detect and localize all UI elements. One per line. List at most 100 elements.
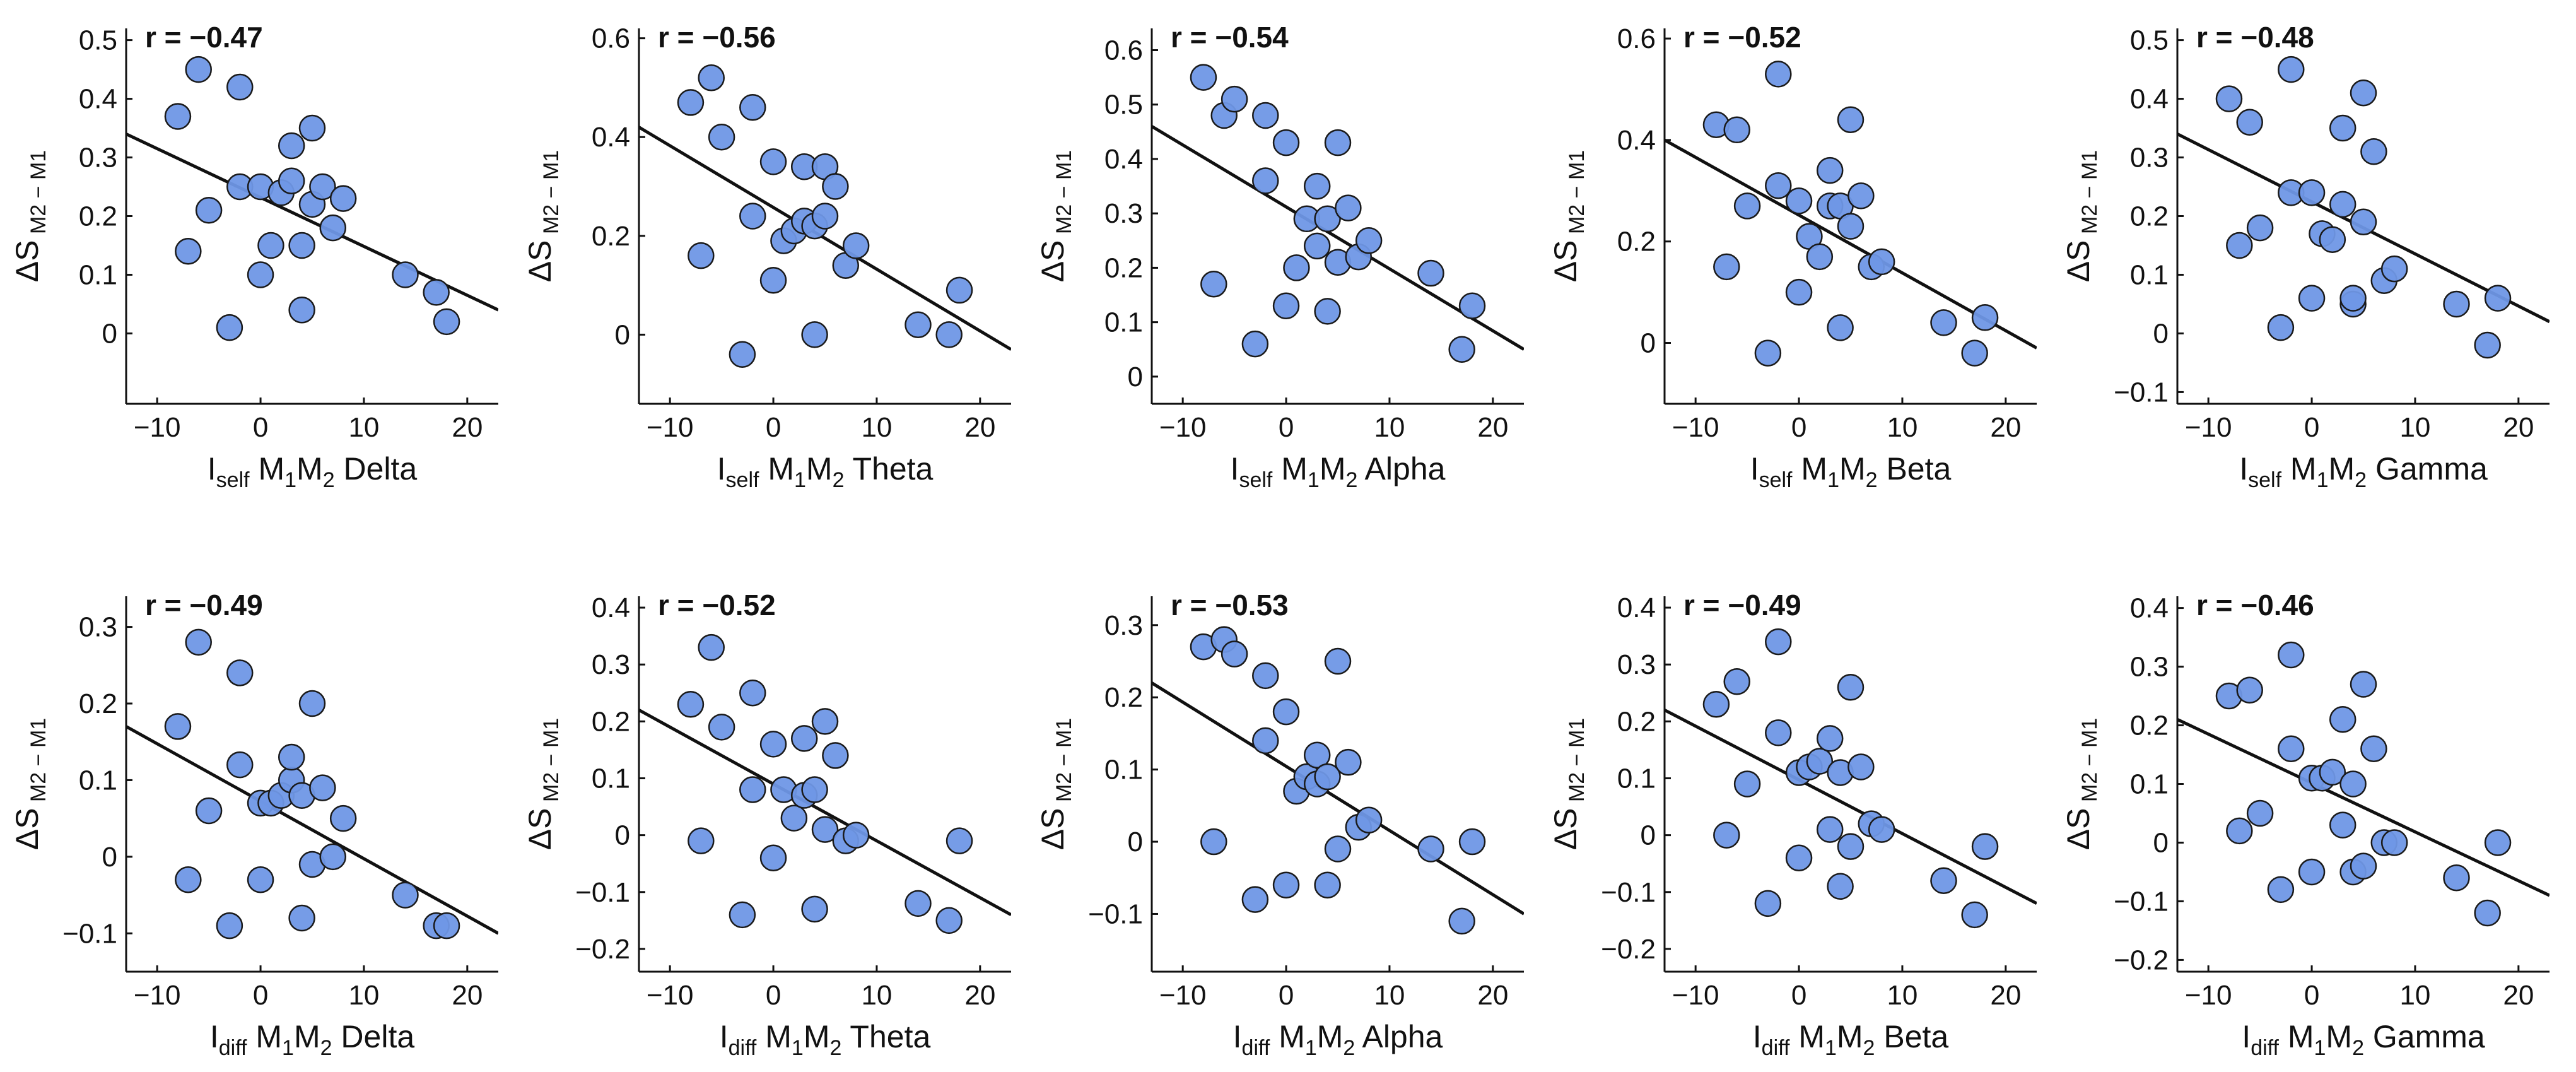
- y-axis-label: ΔS M2 − M1: [1548, 718, 1589, 850]
- data-point: [688, 827, 715, 854]
- data-point: [1733, 770, 1761, 798]
- y-tick-label: 0.5: [2130, 25, 2169, 56]
- y-label-main: ΔS: [1548, 808, 1583, 850]
- data-point: [2267, 876, 2295, 904]
- y-tick-label: 0: [2153, 827, 2169, 858]
- data-point: [2319, 758, 2346, 786]
- x-label-sub2: 2: [1863, 1036, 1875, 1060]
- data-point: [164, 103, 192, 130]
- data-point: [1458, 292, 1486, 320]
- data-point: [195, 196, 223, 224]
- x-label-subscript: diff: [1762, 1036, 1790, 1060]
- x-axis-label: Idiff M1M2 Beta: [1753, 1019, 1949, 1060]
- data-point: [2226, 232, 2253, 259]
- data-point: [729, 341, 756, 368]
- regression-line: [639, 126, 1011, 351]
- data-point: [1355, 227, 1383, 254]
- data-point: [1837, 106, 1865, 133]
- data-point: [2350, 208, 2377, 236]
- x-label-rest: M: [247, 1019, 282, 1054]
- data-point: [1283, 254, 1310, 281]
- data-point: [1806, 748, 1834, 775]
- data-point: [2236, 676, 2263, 704]
- data-point: [2360, 735, 2387, 762]
- data-point: [278, 167, 305, 194]
- x-label-sub1: 1: [1827, 468, 1839, 492]
- data-point: [1190, 64, 1217, 91]
- x-label-sub2: 2: [323, 468, 335, 492]
- data-point: [298, 114, 326, 142]
- x-label-mid: M: [1320, 451, 1346, 486]
- x-tick-label: 10: [1374, 980, 1405, 1011]
- y-label-subscript: M2 − M1: [26, 718, 50, 808]
- x-axis-label: Iself M1M2 Beta: [1750, 451, 1952, 492]
- data-point: [164, 713, 192, 740]
- data-point: [278, 743, 305, 771]
- x-label-subscript: self: [1759, 468, 1793, 492]
- data-point: [739, 776, 766, 803]
- data-point: [226, 659, 254, 686]
- data-point: [175, 238, 202, 265]
- data-point: [759, 267, 787, 294]
- data-point: [1335, 748, 1362, 776]
- data-point: [1314, 763, 1341, 791]
- x-tick-label: 10: [861, 980, 892, 1011]
- data-point: [1930, 309, 1957, 336]
- x-tick-label: 10: [1374, 412, 1405, 443]
- x-label-main: I: [1233, 1019, 1242, 1054]
- data-point: [822, 742, 849, 769]
- data-point: [739, 94, 766, 121]
- x-tick-label: 0: [2304, 412, 2319, 443]
- data-point: [688, 242, 715, 269]
- x-label-subscript: self: [216, 468, 250, 492]
- x-axis-label: Iself M1M2 Delta: [208, 451, 418, 492]
- y-tick-label: 0.2: [79, 201, 117, 232]
- x-label-sub1: 1: [1305, 1036, 1317, 1060]
- data-point: [1868, 816, 1895, 843]
- data-point: [698, 64, 725, 91]
- data-point: [1448, 336, 1475, 363]
- data-point: [1837, 213, 1865, 240]
- y-axis-label: ΔS M2 − M1: [9, 150, 50, 282]
- x-label-mid: M: [1839, 451, 1866, 486]
- data-point: [2339, 770, 2367, 798]
- x-label-rest: M: [1789, 1019, 1825, 1054]
- y-tick-label: 0.5: [79, 25, 117, 56]
- y-axis-label: ΔS M2 − M1: [1035, 718, 1076, 850]
- data-point: [1314, 205, 1341, 233]
- data-point: [790, 725, 818, 752]
- x-tick-label: 0: [2304, 980, 2319, 1011]
- x-label-sub2: 2: [1866, 468, 1878, 492]
- x-label-main: I: [2242, 1019, 2251, 1054]
- y-tick-label: −0.1: [1088, 898, 1143, 929]
- data-point: [1765, 61, 1792, 88]
- x-label-rest: M: [1272, 451, 1308, 486]
- y-label-main: ΔS: [2061, 808, 2096, 850]
- y-tick-label: 0.4: [2130, 593, 2169, 624]
- x-label-rest: M: [759, 451, 794, 486]
- data-point: [1723, 668, 1750, 695]
- x-label-main: I: [1231, 451, 1239, 486]
- x-tick-label: −10: [1159, 412, 1207, 443]
- data-point: [2329, 191, 2356, 218]
- x-tick-label: 20: [1990, 980, 2021, 1011]
- x-tick-label: 0: [1279, 412, 1294, 443]
- data-point: [1241, 330, 1269, 358]
- y-tick-label: 0.4: [1617, 592, 1656, 623]
- data-point: [1723, 116, 1750, 144]
- data-point: [1324, 647, 1352, 675]
- data-point: [257, 232, 284, 259]
- data-point: [1971, 833, 1999, 860]
- data-point: [1816, 156, 1844, 184]
- data-point: [2443, 864, 2470, 892]
- x-tick-label: 10: [861, 412, 892, 443]
- y-tick-label: 0: [102, 842, 117, 873]
- x-label-sub2: 2: [2355, 468, 2367, 492]
- data-point: [1785, 278, 1813, 306]
- data-point: [2474, 331, 2501, 359]
- x-tick-label: −10: [1672, 980, 1719, 1011]
- data-point: [1221, 85, 1248, 113]
- y-label-main: ΔS: [9, 808, 45, 850]
- data-point: [2298, 858, 2326, 886]
